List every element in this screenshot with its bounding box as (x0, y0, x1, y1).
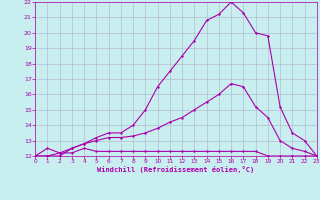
X-axis label: Windchill (Refroidissement éolien,°C): Windchill (Refroidissement éolien,°C) (97, 166, 255, 173)
